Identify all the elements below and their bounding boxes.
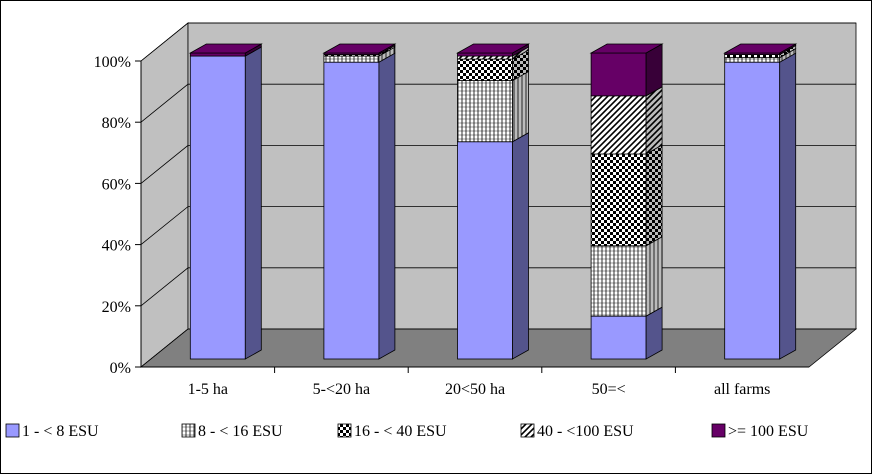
- bar-stack: [322, 43, 397, 360]
- bar-front: [189, 52, 246, 57]
- bar-front: [457, 80, 513, 143]
- y-tick-label: 20%: [102, 299, 131, 316]
- legend-swatch: [337, 423, 352, 438]
- bar-front: [457, 52, 513, 57]
- bar-front: [457, 55, 513, 60]
- legend-item: 8 - < 16 ESU: [181, 423, 283, 440]
- bar-segment: [457, 132, 529, 360]
- bar-top: [455, 43, 531, 54]
- bar-side: [645, 86, 663, 155]
- bar-segment: [590, 236, 663, 317]
- bar-side: [512, 70, 529, 143]
- legend-swatch: [711, 423, 726, 438]
- bar-front: [724, 57, 781, 63]
- bar-top: [589, 43, 664, 54]
- bar-front: [457, 58, 513, 81]
- legend-swatch: [181, 423, 196, 438]
- bar-top: [322, 43, 397, 54]
- legend-item: >= 100 ESU: [711, 423, 809, 440]
- legend-label: 8 - < 16 ESU: [198, 423, 283, 440]
- bar-top: [723, 43, 798, 54]
- bar-segment: [590, 43, 663, 97]
- bar-segment: [323, 52, 396, 360]
- bar-stack: [589, 43, 664, 360]
- legend-swatch: [520, 423, 535, 438]
- bar-front: [724, 61, 781, 360]
- x-axis-labels: 1-5 ha 5-<20 ha 20<50 ha 50=< all farms: [188, 367, 770, 398]
- legend-item: 16 - < 40 ESU: [337, 423, 447, 440]
- x-category-label: all farms: [714, 381, 770, 398]
- bar-front: [590, 315, 647, 360]
- bar-front: [590, 95, 647, 155]
- bar-stack: [455, 43, 531, 360]
- y-tick-label: 0%: [110, 360, 131, 377]
- legend-item: 1 - < 8 ESU: [5, 423, 99, 440]
- legend-item: 40 - <100 ESU: [520, 423, 634, 440]
- bars: [188, 43, 798, 360]
- bar-segment: [590, 86, 663, 155]
- x-category-label: 20<50 ha: [445, 381, 505, 398]
- bar-side: [244, 46, 262, 360]
- legend-label: 1 - < 8 ESU: [22, 423, 99, 440]
- bar-segment: [590, 306, 663, 360]
- legend-swatch: [5, 423, 20, 438]
- x-category-label: 5-<20 ha: [313, 381, 370, 398]
- bar-side: [512, 132, 529, 360]
- bar-top: [188, 43, 263, 54]
- bar-front: [590, 153, 647, 247]
- legend: 1 - < 8 ESU 8 - < 16 ESU 16 - < 40 ESU 40 -…: [5, 423, 809, 440]
- x-category-label: 50=<: [592, 381, 626, 398]
- bar-front: [323, 61, 380, 360]
- bar-front: [323, 55, 380, 63]
- bar-stack: [723, 43, 798, 360]
- bar-side: [645, 236, 663, 317]
- bar-segment: [189, 46, 262, 360]
- y-tick-label: 100%: [94, 54, 131, 71]
- x-category-label: 1-5 ha: [188, 381, 228, 398]
- bar-front: [189, 55, 246, 360]
- bar-side: [645, 144, 663, 247]
- legend-label: 16 - < 40 ESU: [354, 423, 447, 440]
- side-wall: [140, 22, 189, 368]
- bar-front: [457, 141, 513, 360]
- gridline: [140, 22, 856, 62]
- legend-label: 40 - <100 ESU: [537, 423, 634, 440]
- legend-label: >= 100 ESU: [728, 423, 809, 440]
- bar-stack: [188, 43, 263, 360]
- bar-side: [378, 52, 396, 360]
- y-tick-label: 60%: [102, 176, 131, 193]
- bar-front: [590, 245, 647, 317]
- y-tick-label: 40%: [102, 238, 131, 255]
- bar-segment: [590, 144, 663, 247]
- y-tick-label: 80%: [102, 115, 131, 132]
- bar-segment: [457, 70, 529, 143]
- axes: [140, 61, 809, 368]
- bar-front: [724, 54, 781, 58]
- bar-side: [779, 52, 797, 360]
- y-axis-ticks: 0% 20% 40% 60% 80% 100%: [94, 54, 141, 377]
- bar-front: [590, 52, 647, 97]
- bar-segment: [724, 52, 797, 360]
